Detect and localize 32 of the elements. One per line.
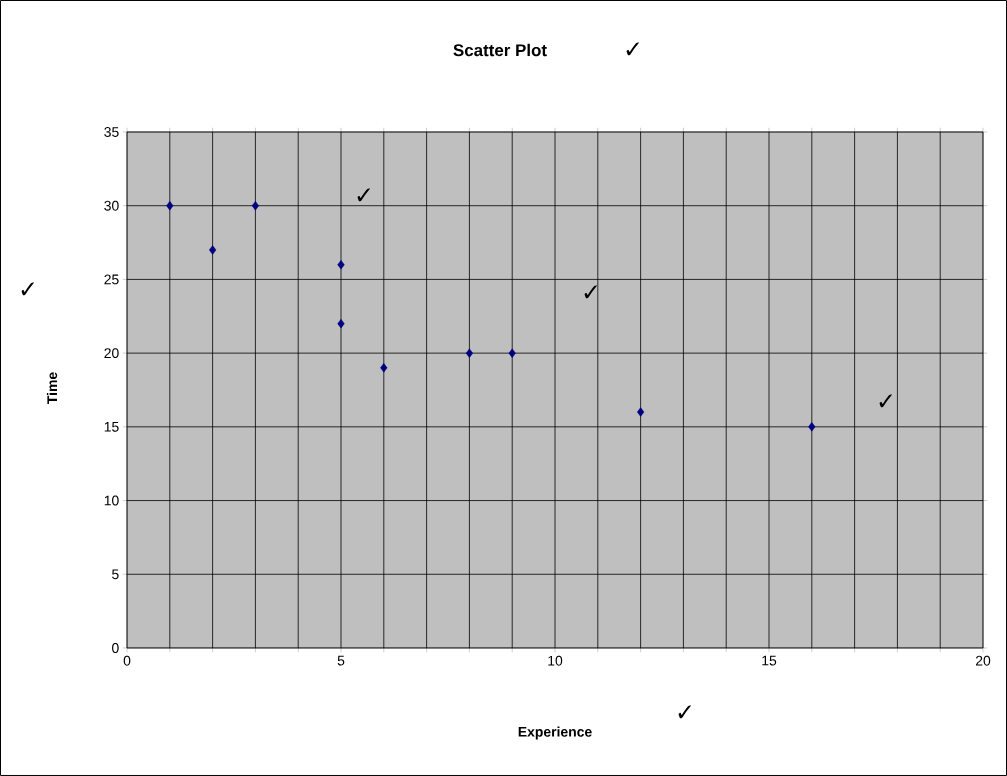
point xyxy=(251,200,259,211)
point xyxy=(166,200,174,211)
y-tick-label: 10 xyxy=(104,495,119,506)
point xyxy=(637,407,645,417)
annotation: ✓ xyxy=(879,394,892,408)
point xyxy=(380,363,388,373)
point xyxy=(465,348,473,358)
x-tick-label: 0 xyxy=(123,655,131,666)
point xyxy=(337,259,345,270)
y-tick-label: 20 xyxy=(104,348,119,359)
x-tick-label: 15 xyxy=(762,655,777,666)
text: ✓ xyxy=(678,705,691,719)
text: ✓ xyxy=(21,282,34,296)
x-tick-label: 10 xyxy=(548,655,563,666)
y-axis-title: Time xyxy=(46,372,58,404)
y-tick-label: 5 xyxy=(112,569,119,580)
y-tick-label: 25 xyxy=(104,274,119,285)
y-tick-label: 30 xyxy=(104,200,119,211)
x-tick-label: 5 xyxy=(337,655,345,666)
point xyxy=(209,245,217,255)
text: ✓ xyxy=(626,42,639,56)
annotation: ✓ xyxy=(357,188,370,202)
chart-title: Scatter Plot xyxy=(453,43,547,57)
y-tick-label: 0 xyxy=(112,643,119,653)
annotation: ✓ xyxy=(584,285,597,299)
point xyxy=(337,318,345,329)
point xyxy=(508,348,516,358)
x-axis-title: Experience xyxy=(518,726,592,740)
point xyxy=(808,422,816,432)
x-tick-label: 20 xyxy=(975,655,991,666)
y-tick-label: 15 xyxy=(104,421,119,432)
y-tick-label: 35 xyxy=(104,127,119,137)
